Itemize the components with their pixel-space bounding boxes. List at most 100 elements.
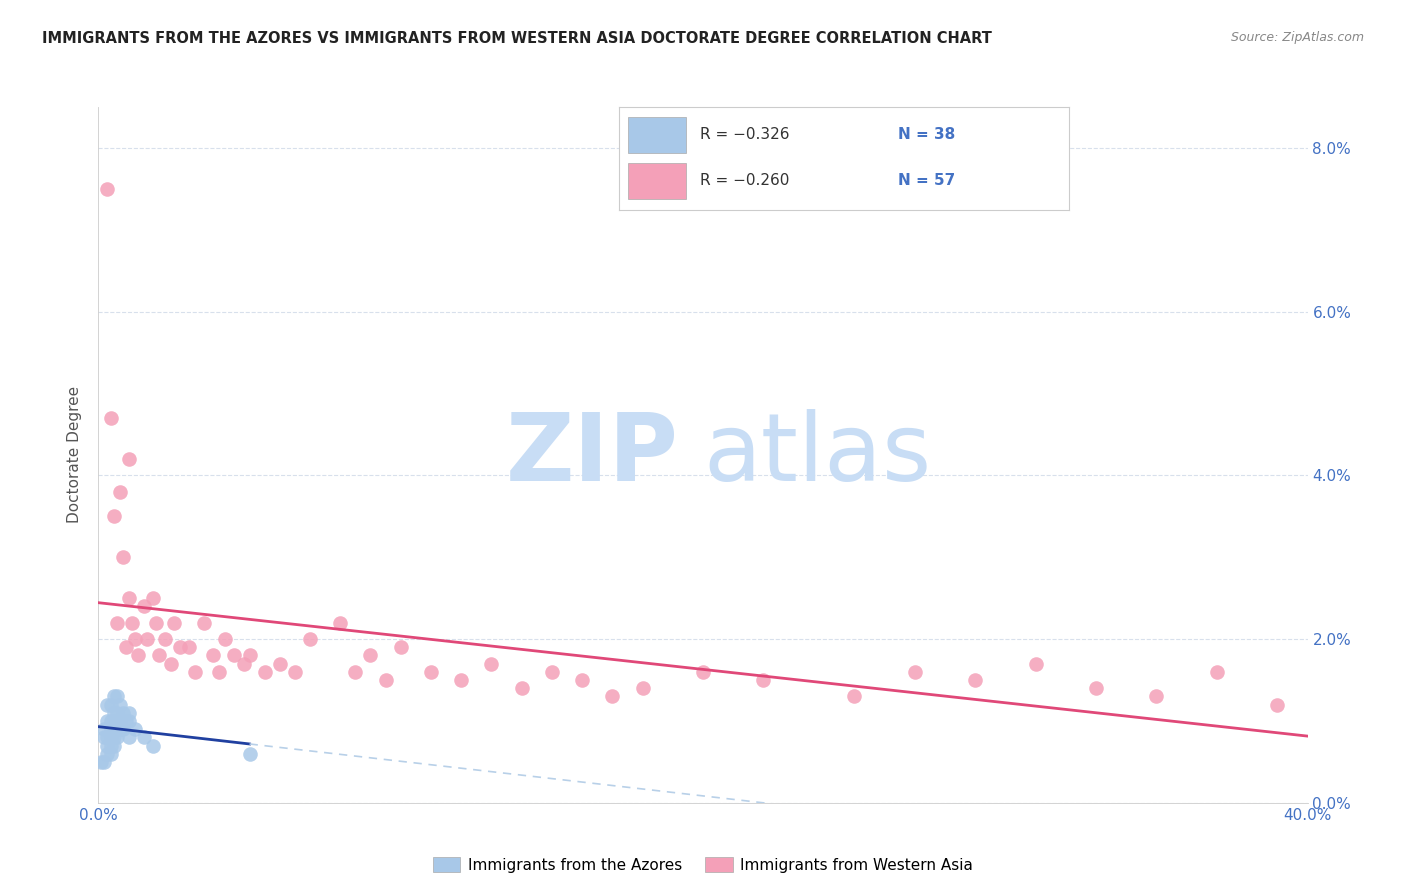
Point — [481, 657, 503, 671]
Point — [752, 673, 775, 687]
Point — [124, 632, 146, 646]
Point — [111, 550, 134, 565]
Point — [239, 747, 262, 761]
Point — [153, 632, 176, 646]
Point — [389, 640, 412, 655]
Point — [124, 722, 146, 736]
Point — [127, 648, 149, 663]
Point — [108, 722, 131, 736]
Point — [103, 714, 125, 728]
Point — [105, 731, 128, 745]
FancyBboxPatch shape — [627, 163, 686, 199]
Point — [374, 673, 396, 687]
Point — [329, 615, 352, 630]
Point — [160, 657, 183, 671]
Point — [100, 747, 122, 761]
Point — [1206, 665, 1229, 679]
Point — [114, 714, 136, 728]
Point — [571, 673, 593, 687]
Point — [284, 665, 307, 679]
Point — [253, 665, 276, 679]
Point — [1267, 698, 1289, 712]
Point — [118, 731, 141, 745]
Point — [965, 673, 987, 687]
Point — [360, 648, 382, 663]
Point — [214, 632, 236, 646]
FancyBboxPatch shape — [627, 118, 686, 153]
Point — [118, 714, 141, 728]
Point — [100, 411, 122, 425]
Point — [121, 615, 143, 630]
Text: ZIP: ZIP — [506, 409, 679, 501]
Point — [510, 681, 533, 696]
Point — [904, 665, 927, 679]
Point — [108, 484, 131, 499]
Point — [239, 648, 262, 663]
Point — [224, 648, 246, 663]
Point — [105, 690, 128, 704]
Point — [103, 509, 125, 524]
Point — [145, 615, 167, 630]
Point — [420, 665, 443, 679]
Point — [540, 665, 562, 679]
Point — [1024, 657, 1046, 671]
Point — [1085, 681, 1108, 696]
Point — [105, 615, 128, 630]
Point — [93, 722, 115, 736]
Point — [103, 706, 125, 720]
Point — [105, 706, 128, 720]
Y-axis label: Doctorate Degree: Doctorate Degree — [67, 386, 83, 524]
Point — [108, 714, 131, 728]
Point — [96, 714, 118, 728]
Point — [105, 714, 128, 728]
Point — [299, 632, 322, 646]
Point — [232, 657, 254, 671]
Point — [93, 731, 115, 745]
Point — [103, 731, 125, 745]
Point — [100, 731, 122, 745]
Point — [193, 615, 215, 630]
Point — [169, 640, 191, 655]
Text: R = −0.326: R = −0.326 — [700, 128, 789, 142]
Point — [1144, 690, 1167, 704]
Point — [631, 681, 654, 696]
Point — [163, 615, 186, 630]
Point — [208, 665, 231, 679]
Text: N = 57: N = 57 — [897, 173, 955, 188]
Point — [118, 452, 141, 467]
Point — [90, 755, 112, 769]
Text: Source: ZipAtlas.com: Source: ZipAtlas.com — [1230, 31, 1364, 45]
Point — [100, 739, 122, 753]
Point — [103, 722, 125, 736]
Point — [96, 739, 118, 753]
Point — [96, 747, 118, 761]
Point — [100, 714, 122, 728]
Point — [118, 706, 141, 720]
Point — [103, 690, 125, 704]
Point — [450, 673, 472, 687]
Text: N = 38: N = 38 — [897, 128, 955, 142]
Point — [142, 739, 165, 753]
Point — [100, 698, 122, 712]
Text: atlas: atlas — [703, 409, 931, 501]
Point — [184, 665, 207, 679]
Point — [148, 648, 170, 663]
Point — [103, 739, 125, 753]
Point — [118, 591, 141, 606]
Point — [142, 591, 165, 606]
Point — [602, 690, 624, 704]
Point — [269, 657, 291, 671]
Point — [93, 755, 115, 769]
Legend: Immigrants from the Azores, Immigrants from Western Asia: Immigrants from the Azores, Immigrants f… — [427, 850, 979, 879]
Point — [108, 698, 131, 712]
Point — [344, 665, 367, 679]
Text: IMMIGRANTS FROM THE AZORES VS IMMIGRANTS FROM WESTERN ASIA DOCTORATE DEGREE CORR: IMMIGRANTS FROM THE AZORES VS IMMIGRANTS… — [42, 31, 993, 46]
Point — [132, 731, 155, 745]
Point — [135, 632, 157, 646]
Point — [111, 722, 134, 736]
Point — [96, 698, 118, 712]
Point — [132, 599, 155, 614]
Point — [179, 640, 201, 655]
Point — [96, 731, 118, 745]
Point — [844, 690, 866, 704]
